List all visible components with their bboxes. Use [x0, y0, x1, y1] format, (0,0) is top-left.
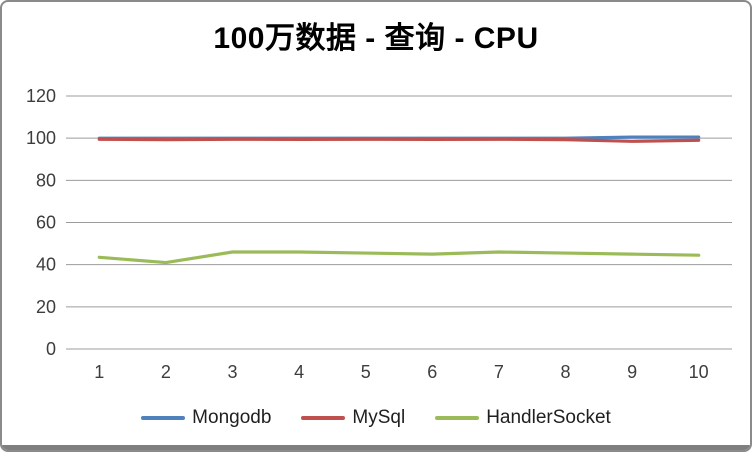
svg-text:9: 9: [627, 362, 637, 382]
mysql-line-swatch-icon: [301, 416, 346, 420]
handlersocket-line-swatch-icon: [435, 416, 480, 420]
legend-label-mongodb: Mongodb: [192, 407, 272, 428]
svg-text:3: 3: [227, 362, 237, 382]
svg-text:4: 4: [294, 362, 304, 382]
svg-text:20: 20: [36, 297, 56, 317]
legend-label-handlersocket: HandlerSocket: [486, 407, 611, 428]
legend-item-mongodb: Mongodb: [141, 407, 271, 429]
svg-text:5: 5: [361, 362, 371, 382]
svg-text:8: 8: [560, 362, 570, 382]
svg-text:6: 6: [427, 362, 437, 382]
chart-legend: Mongodb MySql HandlerSocket: [2, 407, 750, 429]
mongodb-line-swatch-icon: [141, 416, 186, 420]
svg-text:80: 80: [36, 170, 56, 190]
svg-text:60: 60: [36, 213, 56, 233]
legend-item-handlersocket: HandlerSocket: [435, 407, 611, 429]
legend-label-mysql: MySql: [352, 407, 406, 428]
svg-text:7: 7: [494, 362, 504, 382]
window-bottom-edge: [2, 445, 750, 450]
svg-text:1: 1: [94, 362, 104, 382]
svg-text:120: 120: [26, 86, 56, 106]
svg-text:40: 40: [36, 255, 56, 275]
legend-item-mysql: MySql: [301, 407, 405, 429]
chart-title: 100万数据 - 查询 - CPU: [213, 22, 539, 55]
svg-text:2: 2: [161, 362, 171, 382]
svg-text:100: 100: [26, 128, 56, 148]
svg-text:10: 10: [689, 362, 709, 382]
svg-text:0: 0: [46, 339, 56, 359]
